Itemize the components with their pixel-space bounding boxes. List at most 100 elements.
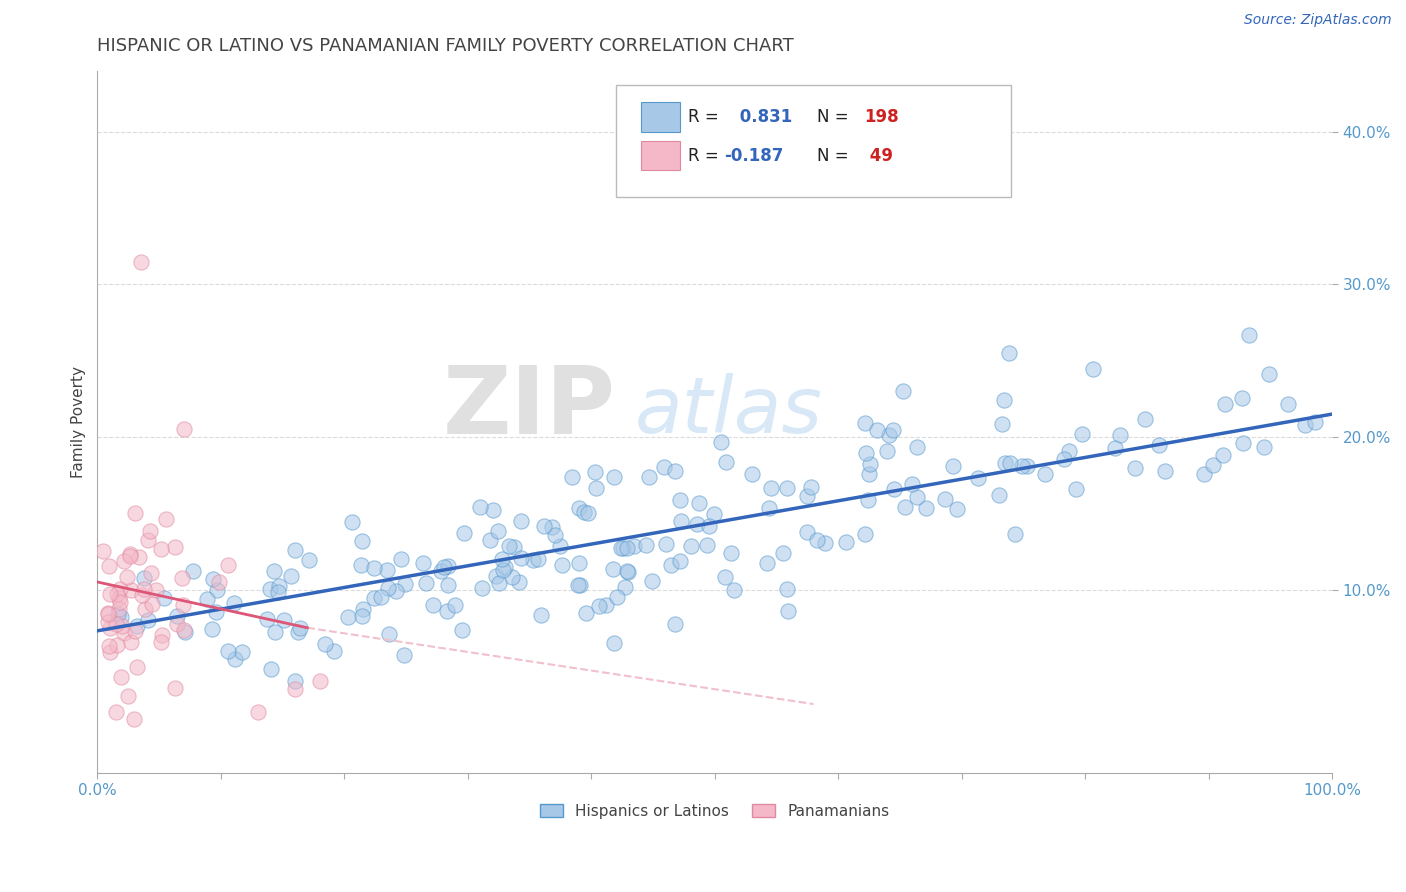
Point bbox=[859, 457, 882, 471]
Point bbox=[508, 574, 530, 589]
Point bbox=[616, 564, 638, 578]
Point bbox=[377, 627, 399, 641]
Point bbox=[572, 505, 595, 519]
Point bbox=[412, 557, 434, 571]
Point bbox=[141, 597, 163, 611]
Point bbox=[436, 604, 458, 618]
Point bbox=[776, 481, 799, 495]
Point bbox=[714, 455, 737, 469]
Point bbox=[110, 670, 132, 684]
Point bbox=[145, 582, 167, 597]
Point bbox=[488, 576, 510, 591]
Point bbox=[905, 490, 928, 504]
Point bbox=[575, 606, 598, 620]
Point bbox=[510, 514, 533, 528]
Point bbox=[527, 552, 550, 566]
Point bbox=[636, 538, 658, 552]
Point bbox=[1004, 527, 1026, 541]
Point bbox=[105, 638, 128, 652]
Point bbox=[993, 393, 1015, 408]
Point bbox=[174, 624, 197, 639]
Point bbox=[470, 500, 492, 514]
Point bbox=[966, 471, 988, 485]
Point bbox=[98, 587, 121, 601]
Point bbox=[502, 540, 524, 554]
Point bbox=[478, 533, 501, 548]
Point bbox=[595, 598, 617, 612]
Point bbox=[723, 583, 745, 598]
Point bbox=[755, 556, 778, 570]
Point bbox=[389, 552, 412, 566]
Point bbox=[1123, 461, 1146, 475]
Point bbox=[776, 604, 799, 618]
Point bbox=[375, 563, 398, 577]
Point bbox=[856, 493, 879, 508]
Point bbox=[181, 564, 204, 578]
Point bbox=[659, 558, 682, 572]
Point bbox=[501, 569, 523, 583]
Point bbox=[485, 568, 508, 582]
Point bbox=[108, 595, 131, 609]
Point bbox=[260, 662, 283, 676]
Point bbox=[224, 652, 246, 666]
Point bbox=[588, 599, 610, 613]
Point bbox=[120, 583, 142, 598]
Point bbox=[481, 502, 503, 516]
Point bbox=[492, 563, 515, 577]
Point bbox=[173, 623, 195, 637]
Point bbox=[664, 464, 686, 478]
Point bbox=[637, 469, 659, 483]
Point bbox=[1011, 458, 1033, 473]
Point bbox=[120, 547, 142, 561]
Point bbox=[136, 533, 159, 548]
Point bbox=[1303, 415, 1326, 429]
Point bbox=[907, 440, 929, 454]
Point bbox=[430, 564, 453, 578]
Point bbox=[97, 615, 120, 629]
Point bbox=[111, 619, 134, 633]
Point bbox=[835, 535, 858, 549]
Point bbox=[107, 591, 129, 605]
Point bbox=[204, 605, 226, 619]
Point bbox=[585, 481, 607, 495]
Point bbox=[522, 553, 544, 567]
Point bbox=[796, 489, 818, 503]
Point bbox=[150, 627, 173, 641]
Text: N =: N = bbox=[817, 146, 853, 165]
Point bbox=[259, 582, 281, 596]
Point bbox=[104, 705, 127, 719]
Point bbox=[110, 610, 132, 624]
Point bbox=[314, 637, 336, 651]
Point bbox=[108, 602, 131, 616]
Point bbox=[654, 537, 676, 551]
Point bbox=[891, 384, 914, 399]
Point bbox=[97, 559, 120, 574]
Point bbox=[263, 564, 285, 578]
Point bbox=[1066, 482, 1088, 496]
Point bbox=[127, 619, 149, 633]
Point bbox=[170, 571, 193, 585]
Point bbox=[370, 590, 392, 604]
Point bbox=[120, 635, 142, 649]
Point bbox=[1104, 442, 1126, 456]
Point bbox=[284, 673, 307, 688]
Point bbox=[813, 535, 835, 549]
Point bbox=[994, 456, 1017, 470]
Text: -0.187: -0.187 bbox=[724, 146, 785, 165]
Point bbox=[139, 566, 162, 580]
Y-axis label: Family Poverty: Family Poverty bbox=[72, 366, 86, 478]
Point bbox=[688, 496, 710, 510]
Text: 198: 198 bbox=[865, 108, 898, 126]
Point bbox=[669, 492, 692, 507]
Point bbox=[436, 578, 458, 592]
Point bbox=[298, 553, 321, 567]
Point bbox=[679, 539, 702, 553]
Point bbox=[855, 446, 877, 460]
Point bbox=[422, 598, 444, 612]
Point bbox=[882, 423, 904, 437]
Point bbox=[703, 507, 725, 521]
Point bbox=[1147, 438, 1170, 452]
Point bbox=[134, 571, 156, 585]
Point bbox=[352, 533, 374, 548]
Point bbox=[942, 459, 965, 474]
